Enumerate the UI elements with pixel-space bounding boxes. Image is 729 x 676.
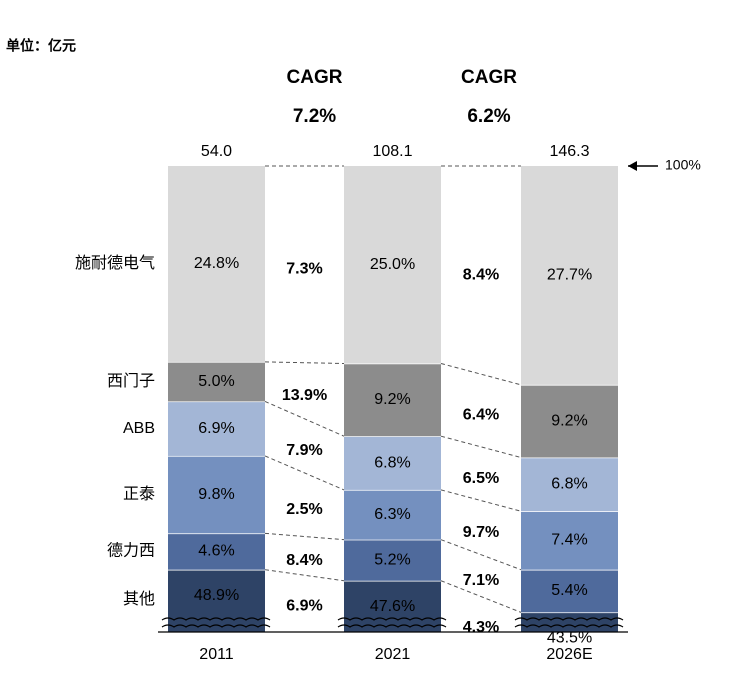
connector [264,569,345,582]
arrow-head [628,161,637,171]
value-label: 9.2% [374,391,410,408]
cagr-total: 7.2% [293,106,336,127]
value-label: 47.6% [370,598,415,615]
total-label: 146.3 [549,143,589,160]
connector [440,580,522,613]
legend-label: 正泰 [123,485,155,503]
axis-break [514,624,624,628]
legend-label: 西门子 [107,372,155,390]
value-label: 27.7% [547,267,592,284]
axis-break [161,617,271,621]
axis-break [337,617,447,621]
axis-break [161,624,271,628]
legend-label: 施耐德电气 [75,254,155,272]
connector [440,489,522,512]
connector [440,363,522,386]
cagr-label: 7.1% [463,572,499,589]
value-label: 48.9% [194,587,239,604]
connector [264,455,345,491]
cagr-header: CAGR [287,67,343,88]
bar-segment [168,533,265,570]
cagr-label: 6.4% [463,407,499,424]
cagr-label: 13.9% [282,387,327,404]
cagr-label: 6.5% [463,470,499,487]
cagr-label: 2.5% [286,501,322,518]
bar-segment [344,489,441,540]
bar-segment [344,363,441,437]
value-label: 6.8% [374,454,410,471]
bar-segment [168,361,265,402]
axis-break [514,617,624,621]
value-label: 5.4% [551,582,587,599]
value-label: 6.3% [374,506,410,523]
value-label: 25.0% [370,256,415,273]
bar-segment [521,457,618,512]
connector [440,539,522,571]
bar-segment [521,612,618,632]
value-label: 9.2% [551,412,587,429]
x-tick-label: 2021 [375,646,411,663]
bar-segment [521,166,618,385]
cagr-label: 4.3% [463,619,499,636]
value-label: 7.4% [551,532,587,549]
bar-segment [168,569,265,632]
value-label: 43.5% [547,630,592,647]
value-label: 5.2% [374,551,410,568]
bar-segment [344,166,441,364]
value-label: 4.6% [198,543,234,560]
bar-segment [168,401,265,456]
connector [440,435,522,458]
bar-segment [344,436,441,490]
cagr-label: 8.4% [286,552,322,569]
cagr-label: 8.4% [463,266,499,283]
x-tick-label: 2026E [546,646,592,663]
bar-segment [168,166,265,362]
legend-label: ABB [123,420,155,437]
total-label: 108.1 [372,143,412,160]
x-tick-label: 2011 [199,646,234,663]
value-label: 6.9% [198,420,234,437]
bar-segment [521,569,618,613]
connector [264,400,345,437]
legend-label: 其他 [123,590,155,608]
annotation: 100% [665,157,701,173]
bar-segment [344,580,441,632]
axis-break [337,624,447,628]
bar-segment [521,384,618,458]
unit-label: 单位：亿元 [6,38,76,54]
value-label: 5.0% [198,373,234,390]
connector [264,532,345,541]
cagr-label: 7.3% [286,261,322,278]
cagr-label: 7.9% [286,442,322,459]
value-label: 6.8% [551,476,587,493]
bar-segment [521,511,618,570]
bar-segment [168,455,265,534]
cagr-label: 6.9% [286,597,322,614]
total-label: 54.0 [201,143,232,160]
cagr-header: CAGR [461,67,517,88]
cagr-label: 9.7% [463,524,499,541]
bar-segment [344,539,441,581]
cagr-total: 6.2% [467,106,510,127]
value-label: 9.8% [198,486,234,503]
connector [264,361,345,364]
value-label: 24.8% [194,255,239,272]
legend-label: 德力西 [107,542,155,560]
